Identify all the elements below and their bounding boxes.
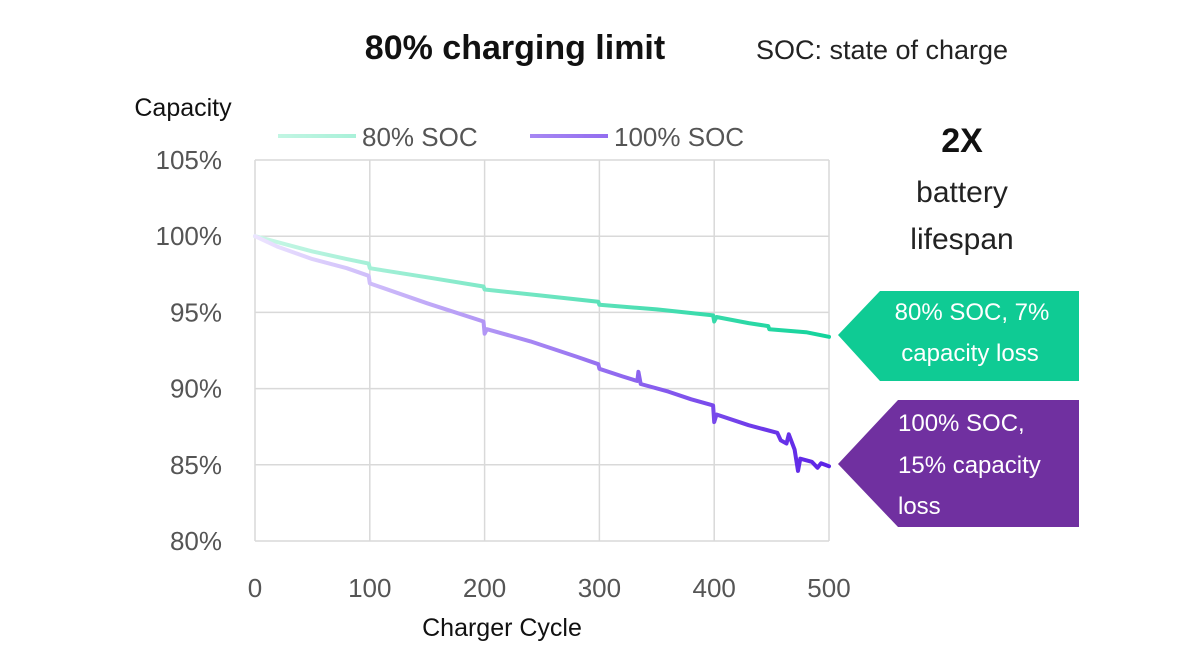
y-tick-label: 90% bbox=[170, 374, 222, 404]
chart-title: 80% charging limit bbox=[365, 29, 665, 67]
x-tick-label: 0 bbox=[248, 573, 262, 603]
lifespan-line-2: lifespan bbox=[910, 223, 1013, 256]
x-tick-label: 200 bbox=[463, 573, 506, 603]
lifespan-note: 2X battery lifespan bbox=[910, 122, 1013, 256]
chart-subtitle: SOC: state of charge bbox=[756, 35, 1008, 65]
legend-label-100-soc: 100% SOC bbox=[614, 122, 744, 152]
callout-100-soc-line-3: loss bbox=[898, 493, 941, 520]
y-tick-label: 85% bbox=[170, 450, 222, 480]
y-axis-title: Capacity bbox=[134, 94, 232, 122]
series-lines bbox=[253, 234, 831, 473]
legend-label-80-soc: 80% SOC bbox=[362, 122, 478, 152]
series-line-80-soc bbox=[253, 234, 831, 339]
lifespan-headline: 2X bbox=[941, 122, 983, 160]
y-tick-label: 80% bbox=[170, 526, 222, 556]
callout-100-soc-line-2: 15% capacity bbox=[898, 452, 1041, 479]
y-tick-label: 95% bbox=[170, 297, 222, 327]
lifespan-line-1: battery bbox=[916, 176, 1008, 209]
series-line-100-soc bbox=[253, 234, 831, 473]
x-tick-label: 100 bbox=[348, 573, 391, 603]
callout-80-soc-arrow bbox=[838, 291, 1079, 381]
callout-80-soc-line-2: capacity loss bbox=[901, 340, 1038, 367]
callout-100-soc-arrow bbox=[838, 400, 1079, 527]
x-tick-label: 500 bbox=[807, 573, 850, 603]
callout-100-soc: 100% SOC, 15% capacity loss bbox=[838, 400, 1079, 527]
x-tick-label: 300 bbox=[578, 573, 621, 603]
x-tick-label: 400 bbox=[693, 573, 736, 603]
callout-100-soc-line-1: 100% SOC, bbox=[898, 410, 1025, 437]
callout-80-soc-line-1: 80% SOC, 7% bbox=[895, 299, 1050, 326]
x-axis-title: Charger Cycle bbox=[422, 614, 582, 642]
y-tick-label: 100% bbox=[156, 221, 223, 251]
callout-80-soc: 80% SOC, 7% capacity loss bbox=[838, 291, 1079, 381]
axis-ticks: 80% 85% 90% 95% 100% 105% 0 100 200 300 400 500 bbox=[156, 145, 851, 603]
y-tick-label: 105% bbox=[156, 145, 223, 175]
grid bbox=[254, 159, 830, 542]
legend: 80% SOC 100% SOC bbox=[278, 122, 744, 152]
